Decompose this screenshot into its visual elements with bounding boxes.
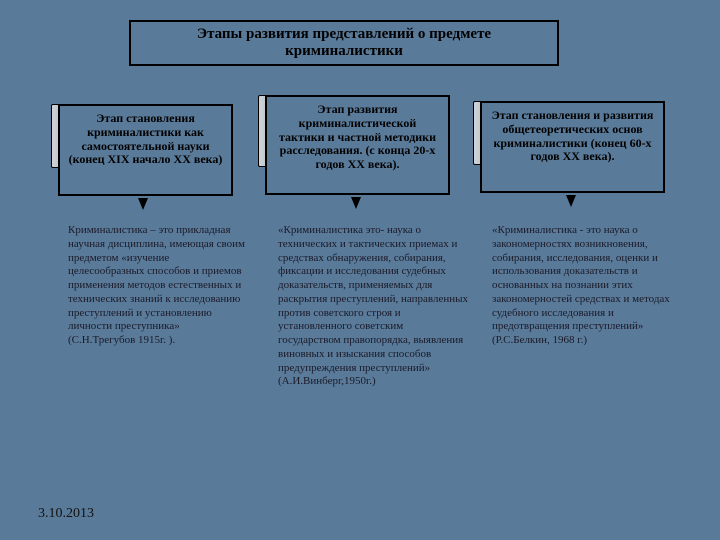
arrow-down-icon (351, 197, 361, 209)
stage-box-2: Этап развития криминалистической тактики… (265, 95, 450, 195)
body-1-text: Криминалистика – это прикладная научная … (68, 224, 245, 346)
date-text: 3.10.2013 (38, 506, 94, 521)
slide-date: 3.10.2013 (38, 506, 94, 522)
slide-root: { "layout": { "background_color": "#5a7a… (0, 0, 720, 540)
stage-2-body: «Криминалистика это- наука о технических… (278, 224, 468, 389)
stage-3-body: «Криминалистика - это наука о закономерн… (492, 224, 682, 348)
stage-3-text: Этап становления и развития общетеоретич… (492, 108, 654, 163)
body-3-text: «Криминалистика - это наука о закономерн… (492, 224, 670, 346)
title-text: Этапы развития представлений о предмете … (197, 26, 491, 59)
diagram-title: Этапы развития представлений о предмете … (129, 20, 559, 66)
body-2-text: «Криминалистика это- наука о технических… (278, 224, 468, 387)
arrow-down-icon (138, 198, 148, 210)
arrow-down-icon (566, 195, 576, 207)
stage-2-text: Этап развития криминалистической тактики… (279, 102, 436, 171)
stage-1-text: Этап становления криминалистики как само… (69, 111, 223, 166)
stage-box-1: Этап становления криминалистики как само… (58, 104, 233, 196)
stage-box-3: Этап становления и развития общетеоретич… (480, 101, 665, 193)
stage-1-body: Криминалистика – это прикладная научная … (68, 224, 248, 348)
